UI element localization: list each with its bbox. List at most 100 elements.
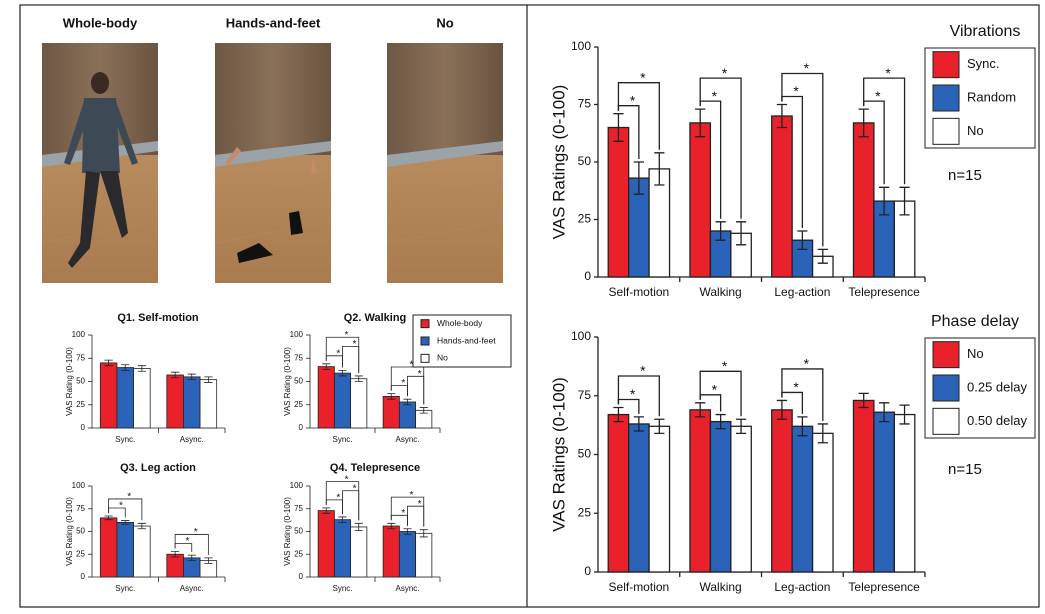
y-tick-label: 75 [578,388,592,402]
bar [183,377,200,428]
y-tick-label: 50 [76,527,85,536]
significance-label: * [875,88,881,104]
y-tick-label: 75 [76,353,85,362]
y-tick-label: 50 [578,154,592,168]
x-tick-label: Sync. [332,435,352,444]
bar [608,128,628,278]
significance-label: * [804,356,810,372]
x-tick-label: Telepresence [848,285,920,299]
significance-label: * [630,92,636,108]
significance-label: * [722,358,728,374]
image-label: Whole-body [63,15,138,30]
legend-label: No [967,123,984,138]
significance-label: * [793,83,799,99]
legend-title: Vibrations [950,23,1021,40]
significance-label: * [336,348,340,359]
x-tick-label: Sync. [115,584,135,593]
y-tick-label: 50 [76,377,85,386]
bar [134,368,151,428]
bar [690,410,710,572]
bar [853,123,873,277]
y-tick-label: 50 [294,527,303,536]
bar [792,426,812,572]
significance-label: * [127,492,131,503]
legend-label: 0.50 delay [967,413,1027,428]
significance-bracket [408,376,424,404]
significance-label: * [119,501,123,512]
bar [608,415,628,572]
bar [334,373,350,428]
y-axis-label: VAS Rating (0-100) [283,497,292,566]
y-tick-label: 0 [299,423,304,432]
x-tick-label: Self-motion [609,285,670,299]
significance-label: * [336,492,340,503]
legend-label: No [437,353,448,363]
y-tick-label: 100 [290,330,304,339]
y-axis-label: VAS Ratings (0-100) [549,85,568,240]
image-label: Hands-and-feet [226,15,321,30]
x-tick-label: Sync. [332,584,352,593]
significance-label: * [804,60,810,76]
bar [100,518,117,577]
chart-title: Q1. Self-motion [117,312,199,324]
legend-swatch [933,118,959,144]
bar [874,412,894,572]
significance-bracket [343,491,359,521]
bar [134,526,151,577]
y-tick-label: 25 [76,549,85,558]
x-tick-label: Self-motion [609,580,670,594]
y-tick-label: 25 [294,549,303,558]
significance-label: * [712,88,718,104]
chart-title: Q2. Walking [344,312,407,324]
legend-swatch [933,375,959,401]
bar [399,532,415,578]
y-tick-label: 0 [81,423,86,432]
x-tick-label: Telepresence [848,580,920,594]
image-hands-and-feet [215,43,331,283]
annotation: n=15 [948,461,982,478]
significance-label: * [418,369,422,380]
bar [710,422,730,572]
y-tick-label: 75 [76,504,85,513]
bar [416,533,432,577]
x-tick-label: Leg-action [774,580,830,594]
significance-label: * [401,378,405,389]
y-tick-label: 0 [584,269,591,283]
significance-label: * [885,65,891,81]
legend-swatch [933,408,959,434]
bar [813,433,833,572]
y-tick-label: 50 [578,447,592,461]
bar [117,522,134,577]
bar [383,396,399,428]
significance-label: * [712,382,718,398]
significance-label: * [185,536,189,547]
bar [318,511,334,577]
x-tick-label: Walking [700,580,742,594]
y-axis-label: VAS Rating (0-100) [65,497,74,566]
image-whole-body [42,43,158,283]
y-axis-label: VAS Ratings (0-100) [549,377,568,532]
y-tick-label: 100 [290,481,304,490]
significance-label: * [410,490,414,501]
significance-label: * [640,363,646,379]
y-tick-label: 75 [578,97,592,111]
significance-label: * [194,527,198,538]
significance-label: * [345,330,349,341]
significance-bracket [343,347,359,373]
image-label: No [436,15,453,30]
legend-label: Hands-and-feet [437,335,496,345]
x-tick-label: Sync. [115,435,135,444]
significance-label: * [353,483,357,494]
bar [200,380,217,428]
y-tick-label: 25 [578,505,592,519]
significance-label: * [630,386,636,402]
y-tick-label: 25 [294,400,303,409]
image-no [387,43,503,283]
y-axis-label: VAS Rating (0-100) [283,347,292,416]
significance-bracket [618,400,638,414]
x-tick-label: Async. [395,435,419,444]
bar [629,424,649,572]
bar [100,363,117,428]
bar [731,426,751,572]
legend-swatch [933,52,959,78]
